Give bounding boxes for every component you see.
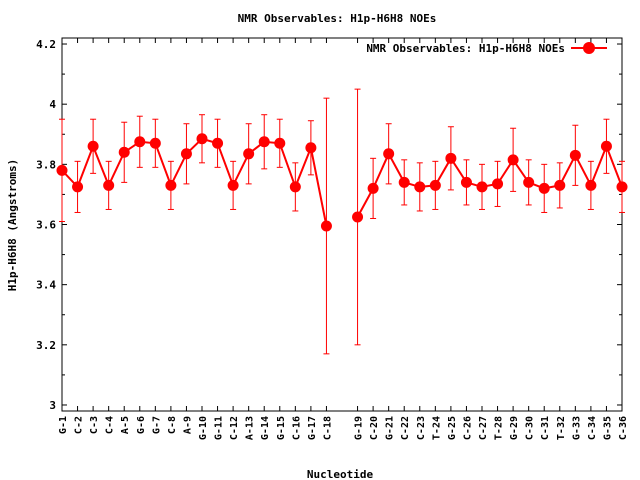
y-axis-label: H1p-H6H8 (Angstroms) bbox=[6, 159, 19, 291]
data-point bbox=[72, 181, 84, 193]
data-point bbox=[523, 176, 535, 188]
x-tick-label: C-8 bbox=[167, 416, 178, 434]
x-tick-label: C-27 bbox=[478, 416, 489, 440]
y-axis: 3 3.2 3.4 3.6 3.8 4 4.2 bbox=[36, 38, 622, 412]
x-tick-label: A-5 bbox=[120, 416, 131, 434]
x-tick-label: G-6 bbox=[136, 416, 147, 434]
legend: NMR Observables: H1p-H6H8 NOEs bbox=[366, 42, 607, 55]
data-point bbox=[196, 133, 208, 145]
x-tick-label: G-35 bbox=[602, 416, 613, 440]
x-tick-label: C-3 bbox=[89, 416, 100, 434]
data-point bbox=[56, 164, 68, 176]
data-point bbox=[460, 176, 472, 188]
x-tick-label: C-31 bbox=[540, 416, 551, 440]
x-tick-label: C-22 bbox=[400, 416, 411, 440]
data-point bbox=[538, 182, 550, 194]
data-point bbox=[429, 179, 441, 191]
x-tick-label: G-11 bbox=[214, 416, 225, 440]
data-point bbox=[118, 146, 130, 158]
x-tick-label: A-13 bbox=[245, 416, 256, 440]
x-tick-label: G-14 bbox=[260, 416, 271, 440]
data-point bbox=[134, 136, 146, 148]
y-tick-label: 3.4 bbox=[36, 279, 56, 292]
x-tick-label: G-19 bbox=[354, 416, 365, 440]
data-point bbox=[352, 211, 364, 223]
data-point bbox=[227, 179, 239, 191]
x-tick-label: G-1 bbox=[58, 416, 69, 434]
data-point bbox=[87, 140, 99, 152]
x-tick-label: C-16 bbox=[291, 416, 302, 440]
x-tick-label: C-26 bbox=[462, 416, 473, 440]
plot-frame bbox=[61, 37, 623, 412]
x-tick-label: T-28 bbox=[494, 416, 505, 440]
data-point bbox=[600, 140, 612, 152]
data-point bbox=[274, 137, 286, 149]
x-tick-label: G-15 bbox=[276, 416, 287, 440]
data-point bbox=[258, 136, 270, 148]
y-tick-label: 4 bbox=[49, 98, 56, 111]
data-point bbox=[165, 179, 177, 191]
data-point bbox=[569, 149, 581, 161]
x-tick-label: A-9 bbox=[182, 416, 193, 434]
x-tick-label: G-25 bbox=[447, 416, 458, 440]
x-tick-label: T-32 bbox=[556, 416, 567, 440]
y-tick-label: 3.2 bbox=[36, 339, 56, 352]
x-tick-label: C-34 bbox=[587, 416, 598, 440]
data-point bbox=[383, 148, 395, 160]
series-layer bbox=[56, 88, 628, 355]
y-tick-label: 3.6 bbox=[36, 219, 56, 232]
legend-label: NMR Observables: H1p-H6H8 NOEs bbox=[366, 42, 565, 55]
x-axis-label: Nucleotide bbox=[307, 468, 374, 480]
data-point bbox=[212, 137, 224, 149]
data-point bbox=[243, 148, 255, 160]
x-tick-label: C-12 bbox=[229, 416, 240, 440]
data-point bbox=[585, 179, 597, 191]
x-tick-label: G-33 bbox=[571, 416, 582, 440]
data-point bbox=[507, 154, 519, 166]
x-tick-label: G-17 bbox=[307, 416, 318, 440]
x-tick-label: C-20 bbox=[369, 416, 380, 440]
series-line bbox=[61, 137, 328, 227]
data-point bbox=[320, 220, 332, 232]
data-point bbox=[305, 142, 317, 154]
legend-marker-sample bbox=[583, 42, 595, 54]
x-tick-label: C-4 bbox=[105, 416, 116, 434]
data-point bbox=[398, 176, 410, 188]
x-tick-label: T-24 bbox=[431, 416, 442, 440]
x-tick-label: C-18 bbox=[322, 416, 333, 440]
data-point bbox=[616, 181, 628, 193]
x-tick-label: G-21 bbox=[385, 416, 396, 440]
series-line bbox=[356, 143, 623, 218]
data-point bbox=[103, 179, 115, 191]
data-point bbox=[289, 181, 301, 193]
y-tick-label: 3 bbox=[49, 399, 56, 412]
chart-title: NMR Observables: H1p-H6H8 NOEs bbox=[238, 12, 437, 25]
x-tick-label: G-10 bbox=[198, 416, 209, 440]
x-tick-label: G-7 bbox=[151, 416, 162, 434]
x-axis: G-1 C-2 C-3 C-4 A-5 G-6 G-7 C-8 A-9 G-10 G-11 C-12 A… bbox=[58, 38, 629, 440]
x-tick-label: C-23 bbox=[416, 416, 427, 440]
data-point bbox=[180, 148, 192, 160]
x-tick-label: C-30 bbox=[525, 416, 536, 440]
data-point bbox=[492, 178, 504, 190]
data-point bbox=[367, 182, 379, 194]
x-tick-label: G-29 bbox=[509, 416, 520, 440]
data-point bbox=[414, 181, 426, 193]
data-point bbox=[554, 179, 566, 191]
y-tick-label: 4.2 bbox=[36, 38, 56, 51]
data-point bbox=[445, 152, 457, 164]
x-tick-label: C-36 bbox=[618, 416, 629, 440]
data-point bbox=[149, 137, 161, 149]
x-tick-label: C-2 bbox=[74, 416, 85, 434]
y-tick-label: 3.8 bbox=[36, 158, 56, 171]
data-point bbox=[476, 181, 488, 193]
